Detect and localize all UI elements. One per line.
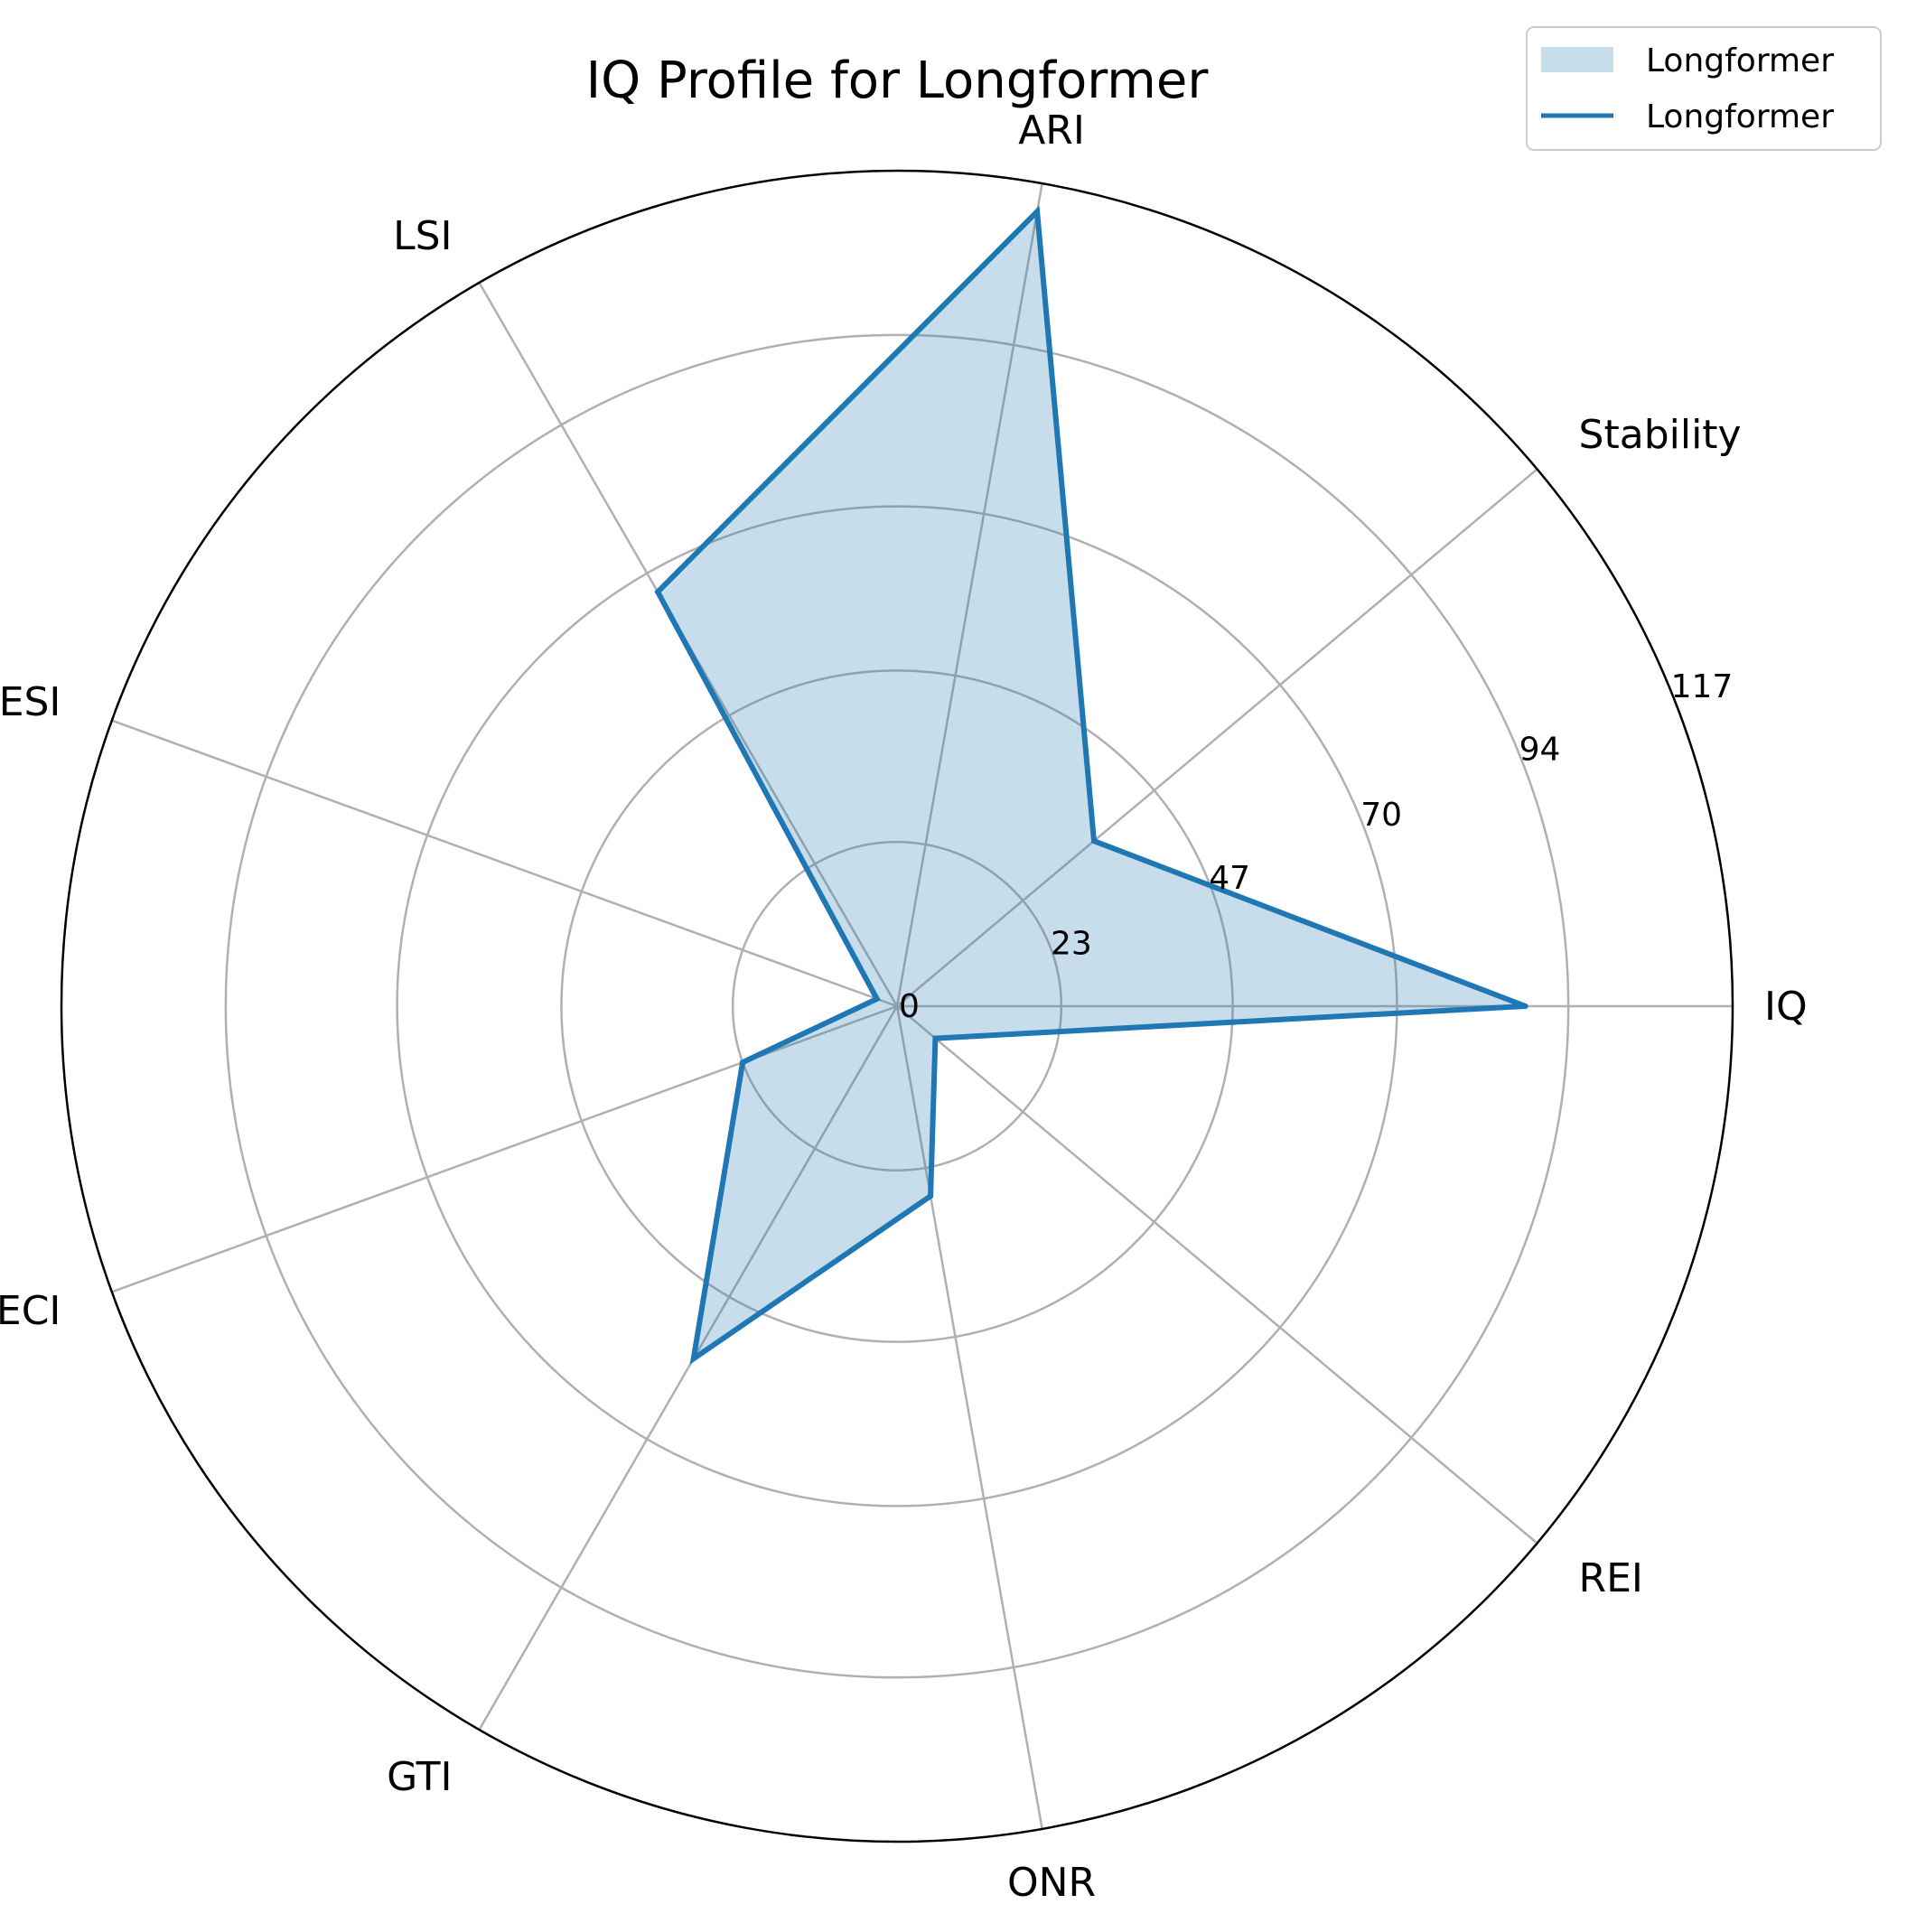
data-point-lsi (655, 589, 661, 595)
radial-tick-label-0: 0 (899, 988, 920, 1025)
data-layer (654, 205, 1528, 1365)
axis-label-stability: Stability (1579, 412, 1742, 458)
radial-tick-label-2: 47 (1209, 860, 1250, 897)
spoke-ari (895, 182, 1043, 1007)
axis-label-iq: IQ (1764, 984, 1808, 1030)
data-point-rei (932, 1035, 939, 1041)
chart-title: IQ Profile for Longformer (586, 51, 1210, 110)
spoke-esi (111, 719, 898, 1008)
legend-frame (1526, 26, 1882, 151)
polar-frame (60, 169, 1734, 1843)
legend-fill-swatch (1541, 47, 1613, 72)
spoke-gti (478, 1005, 899, 1731)
data-point-onr (928, 1193, 934, 1199)
data-point-iq (1522, 1003, 1528, 1009)
legend-label-line: Longformer (1646, 98, 1834, 135)
radial-tick-label-3: 70 (1360, 797, 1402, 834)
series-line-0 (654, 205, 1527, 1365)
data-point-ari (1034, 209, 1041, 215)
axis-label-ari: ARI (1018, 107, 1085, 154)
data-point-stability (1091, 838, 1098, 845)
axis-label-eci: ECI (0, 1288, 61, 1334)
spoke-onr (895, 1005, 1043, 1830)
axis-label-rei: REI (1579, 1555, 1643, 1601)
spoke-stability (896, 468, 1538, 1007)
series-area-0 (658, 211, 1526, 1359)
data-point-eci (740, 1059, 746, 1066)
label-layer: IQ Stability ARI LSI ESI ECI GTI ONR REI 0 23 47 70 9… (0, 107, 1808, 1906)
radial-tick-label-5: 117 (1671, 668, 1734, 705)
axis-label-lsi: LSI (393, 213, 452, 259)
legend-label-fill: Longformer (1646, 42, 1834, 79)
axis-label-onr: ONR (1007, 1860, 1096, 1906)
grid-layer (60, 169, 1734, 1843)
radial-tick-label-4: 94 (1519, 732, 1561, 769)
legend: Longformer Longformer (1526, 26, 1882, 151)
data-point-esi (874, 995, 880, 1002)
axis-label-esi: ESI (0, 679, 61, 725)
spoke-rei (896, 1005, 1538, 1545)
radial-tick-label-1: 23 (1051, 925, 1092, 962)
data-point-gti (690, 1356, 696, 1362)
axis-label-gti: GTI (387, 1754, 452, 1800)
